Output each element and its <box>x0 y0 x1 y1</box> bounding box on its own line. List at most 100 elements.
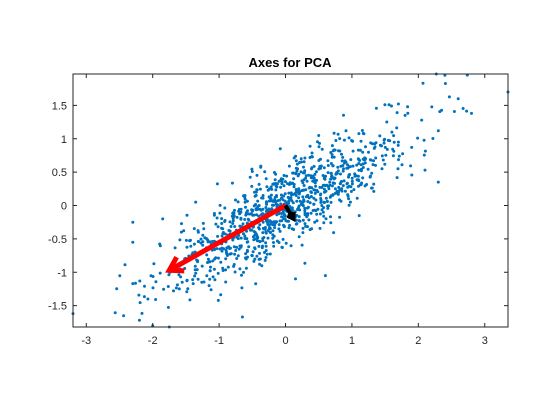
data-point <box>278 219 282 223</box>
data-point <box>287 226 291 230</box>
data-point <box>240 273 243 277</box>
data-point <box>253 257 257 261</box>
data-point <box>320 186 324 189</box>
data-point <box>328 195 332 199</box>
data-point <box>278 147 282 151</box>
data-point <box>400 163 404 167</box>
data-point <box>216 298 220 302</box>
data-point <box>331 193 335 197</box>
data-point <box>304 195 308 199</box>
data-point <box>320 208 324 212</box>
data-point <box>342 113 345 117</box>
data-point <box>385 147 389 151</box>
data-point <box>257 244 261 248</box>
data-point <box>262 236 266 239</box>
data-point <box>363 184 367 188</box>
data-point <box>372 189 376 193</box>
data-point <box>313 188 317 192</box>
data-point <box>331 164 335 168</box>
data-point <box>431 137 435 140</box>
data-point <box>322 200 326 204</box>
data-point <box>383 145 387 149</box>
data-point <box>286 182 289 186</box>
data-point <box>210 240 214 243</box>
x-tick-label: -2 <box>148 335 158 347</box>
data-point <box>383 137 387 141</box>
data-point <box>253 247 257 251</box>
data-point <box>356 148 360 152</box>
data-point <box>180 280 184 284</box>
data-point <box>259 164 263 168</box>
data-point <box>326 206 330 210</box>
data-point <box>232 264 236 268</box>
data-point <box>253 237 257 241</box>
data-point <box>360 129 364 132</box>
data-point <box>236 200 240 204</box>
data-point <box>341 169 345 173</box>
data-point <box>409 164 413 168</box>
data-point <box>269 231 272 234</box>
data-point <box>461 107 465 110</box>
data-point <box>392 140 396 144</box>
data-point <box>294 222 298 226</box>
data-point <box>250 184 254 188</box>
data-point <box>329 171 333 175</box>
data-point <box>239 217 243 221</box>
data-point <box>410 173 414 177</box>
data-point <box>188 298 192 302</box>
data-point <box>253 233 257 237</box>
data-point <box>372 182 376 186</box>
data-point <box>303 206 307 210</box>
data-point <box>329 221 333 225</box>
data-point <box>387 103 391 107</box>
data-point <box>395 176 399 180</box>
data-point <box>420 118 424 122</box>
data-point <box>137 293 141 297</box>
data-point <box>321 174 325 177</box>
data-point <box>161 217 165 221</box>
data-point <box>362 158 366 162</box>
data-point <box>188 239 192 242</box>
data-point <box>184 238 188 242</box>
data-point <box>410 145 414 149</box>
data-point <box>347 136 351 140</box>
data-point <box>305 179 309 183</box>
data-point <box>220 249 224 253</box>
data-point <box>238 244 242 248</box>
data-point <box>254 282 258 286</box>
data-point <box>322 206 326 210</box>
data-point <box>374 141 378 145</box>
data-point <box>290 227 294 231</box>
x-tick-label: 0 <box>282 335 288 347</box>
data-point <box>423 168 427 172</box>
data-point <box>301 195 305 199</box>
data-point <box>299 157 303 161</box>
data-point <box>283 180 287 184</box>
data-point <box>238 267 242 271</box>
data-point <box>279 202 283 206</box>
data-point <box>390 104 393 108</box>
data-point <box>254 193 258 197</box>
data-point <box>282 217 286 221</box>
data-point <box>349 185 353 189</box>
x-tick-label: 2 <box>415 335 421 347</box>
data-point <box>211 259 215 263</box>
data-point <box>364 145 367 149</box>
data-point <box>251 208 255 212</box>
data-point <box>258 251 261 255</box>
data-point <box>374 156 378 160</box>
data-point <box>319 192 323 196</box>
data-point <box>347 197 351 201</box>
data-point <box>167 273 171 277</box>
data-point <box>395 126 399 130</box>
x-tick-label: -3 <box>81 335 91 347</box>
arrow-head <box>165 255 185 274</box>
data-point <box>438 110 442 114</box>
data-point <box>423 149 427 153</box>
data-point <box>268 227 272 231</box>
data-point <box>218 211 222 215</box>
data-point <box>288 205 292 209</box>
data-point <box>351 139 355 143</box>
data-point <box>179 275 183 279</box>
data-point <box>406 111 410 115</box>
